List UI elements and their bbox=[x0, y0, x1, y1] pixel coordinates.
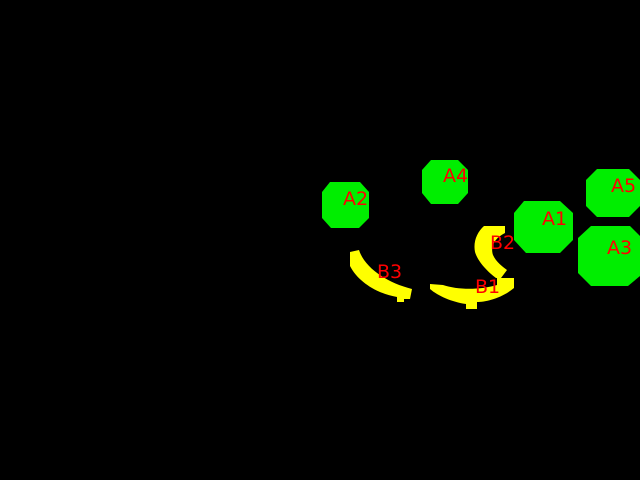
apple-A2[interactable]: A2 bbox=[322, 182, 369, 228]
apple-A2-shape bbox=[322, 182, 369, 228]
apple-A2-label: A2 bbox=[343, 188, 368, 210]
apple-A1-label: A1 bbox=[542, 208, 567, 230]
apple-A3-shape bbox=[578, 226, 640, 286]
apple-A5[interactable]: A5 bbox=[586, 169, 640, 217]
apple-A5-shape bbox=[586, 169, 640, 217]
banana-B2-shape bbox=[474, 226, 507, 278]
apple-A4[interactable]: A4 bbox=[422, 160, 468, 204]
banana-B1-label: B1 bbox=[475, 276, 500, 298]
banana-B3[interactable]: B3 bbox=[350, 250, 412, 302]
apple-A4-shape bbox=[422, 160, 468, 204]
banana-B2-label: B2 bbox=[490, 232, 515, 254]
banana-B1-shape bbox=[430, 278, 514, 309]
apple-A4-label: A4 bbox=[443, 165, 468, 187]
banana-B3-shape bbox=[350, 250, 412, 302]
apple-A3-label: A3 bbox=[607, 237, 632, 259]
banana-B2[interactable]: B2 bbox=[474, 226, 515, 278]
apple-A3[interactable]: A3 bbox=[578, 226, 640, 286]
banana-B1[interactable]: B1 bbox=[430, 276, 514, 309]
apple-A1[interactable]: A1 bbox=[514, 201, 573, 253]
apple-A1-shape bbox=[514, 201, 573, 253]
apple-A5-label: A5 bbox=[611, 175, 636, 197]
banana-B3-label: B3 bbox=[377, 261, 402, 283]
